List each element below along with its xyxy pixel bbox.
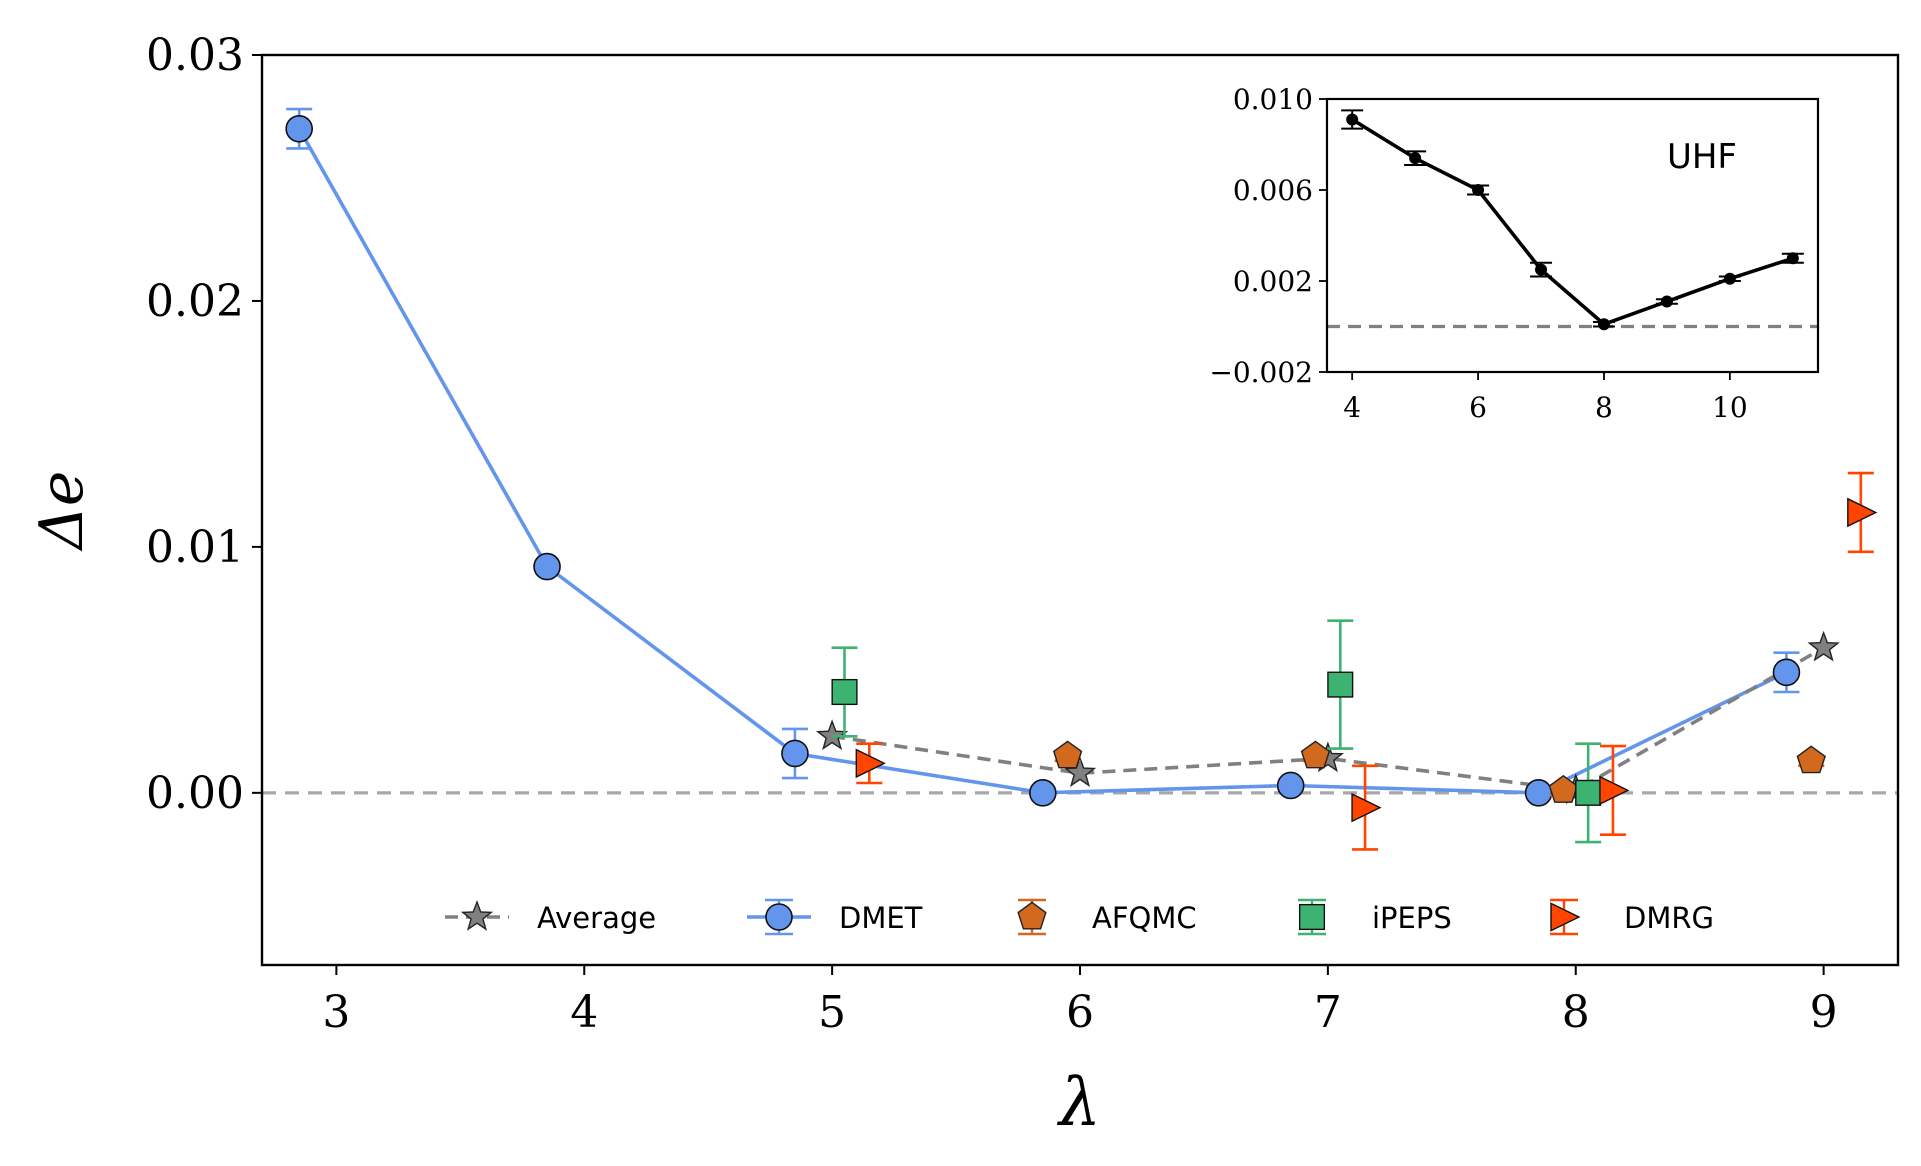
dmet-point (285, 114, 313, 143)
main-x-ticks: 3 4 5 6 7 8 9 (322, 965, 1838, 1038)
legend-marker-dmrg (1550, 902, 1581, 932)
legend-label-afqmc: AFQMC (1092, 901, 1197, 935)
legend-marker-afqmc (1017, 901, 1047, 930)
dmet-point (1524, 779, 1553, 807)
x-tick-label: 4 (570, 987, 598, 1038)
inset-y-tick-label: 0.006 (1233, 174, 1313, 207)
dmrg-point (1847, 497, 1878, 528)
inset-series (1341, 109, 1804, 331)
dmet-point (781, 739, 809, 768)
dmrg-point (1351, 792, 1382, 823)
ipeps-point (1575, 779, 1602, 806)
x-tick-label: 6 (1066, 987, 1094, 1038)
y-tick-label: 0.02 (146, 276, 244, 327)
average-point (1807, 630, 1840, 662)
inset-point (1472, 184, 1485, 196)
legend-label-dmet: DMET (839, 901, 923, 935)
inset-x-ticks: 4 6 8 10 (1343, 372, 1748, 424)
legend-marker-dmet (765, 903, 793, 931)
inset-point (1346, 113, 1359, 126)
ipeps-point (831, 678, 858, 706)
dmrg-point (1599, 775, 1630, 806)
inset-point (1535, 263, 1548, 276)
dmet-point (1029, 779, 1057, 807)
inset-x-tick-label: 10 (1712, 391, 1748, 424)
inset-y-tick-label: 0.002 (1233, 265, 1313, 298)
y-tick-label: 0.01 (146, 522, 244, 573)
y-tick-label: 0.03 (146, 30, 244, 81)
inset-point (1409, 152, 1422, 165)
inset-y-ticks: −0.002 0.002 0.006 0.010 (1209, 83, 1327, 389)
legend-label-ipeps: iPEPS (1372, 901, 1452, 935)
legend-marker-average (460, 899, 494, 931)
main-y-ticks: 0.00 0.01 0.02 0.03 (146, 30, 262, 819)
x-tick-label: 5 (818, 987, 846, 1038)
inset-point (1723, 272, 1736, 285)
y-axis-label: Δe (27, 471, 97, 552)
inset-background (1327, 99, 1818, 372)
inset-frame (1325, 97, 1820, 374)
legend-label-average: Average (537, 901, 656, 935)
afqmc-point (1052, 740, 1083, 769)
legend-marker-ipeps (1298, 903, 1326, 931)
inset-title: UHF (1667, 137, 1737, 177)
dmet-point (1276, 771, 1305, 800)
dmet-point (533, 552, 561, 581)
average-point (815, 719, 849, 751)
inset-point (1660, 295, 1673, 308)
afqmc-point (1796, 745, 1826, 774)
dmrg-point (855, 748, 886, 779)
legend-label-dmrg: DMRG (1624, 901, 1714, 935)
inset-line-uhf (1351, 117, 1794, 327)
inset-point (1597, 318, 1610, 331)
legend: Average DMET AFQMC iPEPS DMRG (445, 898, 1714, 936)
inset-point (1786, 252, 1799, 265)
afqmc-point (1548, 774, 1579, 803)
dmet-point (1772, 658, 1801, 687)
main-plot-series (285, 107, 1878, 851)
series-line-average (831, 646, 1825, 793)
afqmc-point (1300, 740, 1331, 769)
inset-y-tick-label: 0.010 (1233, 83, 1313, 116)
inset-x-tick-label: 8 (1595, 391, 1613, 424)
x-tick-label: 3 (322, 987, 350, 1038)
x-tick-label: 7 (1314, 987, 1342, 1038)
y-tick-label: 0.00 (146, 768, 244, 819)
inset-x-tick-label: 4 (1343, 391, 1361, 424)
ipeps-point (1327, 671, 1354, 698)
x-tick-label: 9 (1810, 987, 1838, 1038)
inset-y-tick-label: −0.002 (1209, 356, 1313, 389)
x-axis-label: λ (1056, 1064, 1101, 1141)
inset-x-tick-label: 6 (1469, 391, 1487, 424)
x-tick-label: 8 (1562, 987, 1590, 1038)
